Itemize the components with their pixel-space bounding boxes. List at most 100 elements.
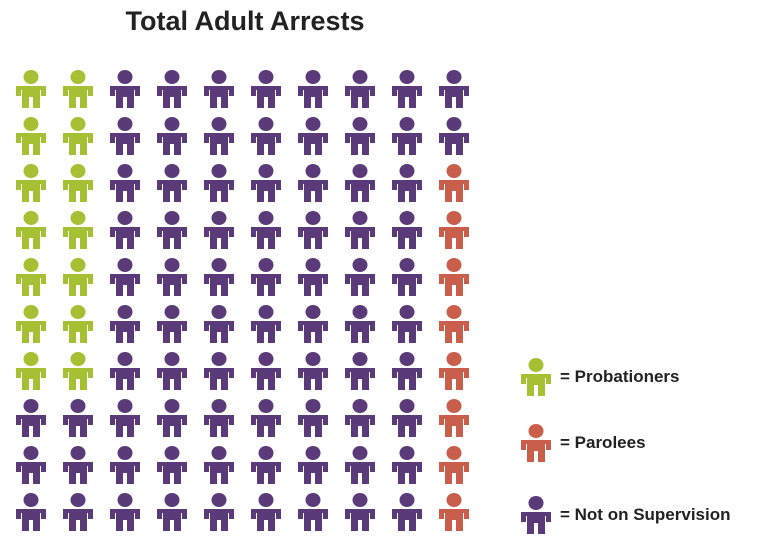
person-icon-not_supervised	[110, 493, 140, 531]
person-icon-probationers	[16, 70, 46, 108]
person-icon-probationers	[16, 305, 46, 343]
person-icon-not_supervised	[251, 70, 281, 108]
person-icon-not_supervised	[251, 258, 281, 296]
legend-label-probationers: = Probationers	[560, 367, 680, 386]
person-icon-not_supervised	[251, 211, 281, 249]
legend-item-parolees: = Parolees	[518, 424, 646, 462]
person-icon-not_supervised	[298, 493, 328, 531]
person-icon-not_supervised	[16, 446, 46, 484]
person-icon-probationers	[16, 352, 46, 390]
person-icon-not_supervised	[204, 399, 234, 437]
pictogram-grid	[16, 70, 469, 531]
person-icon-not_supervised	[392, 117, 422, 155]
person-icon-probationers	[63, 211, 93, 249]
person-icon-not_supervised	[298, 305, 328, 343]
person-icon-not_supervised	[439, 117, 469, 155]
person-icon-not_supervised	[298, 117, 328, 155]
legend-label-not-on-supervision: = Not on Supervision	[560, 505, 731, 524]
person-icon-not_supervised	[345, 352, 375, 390]
person-icon-not_supervised	[157, 70, 187, 108]
person-icon-not_supervised	[204, 352, 234, 390]
person-icon-probationers	[16, 117, 46, 155]
person-icon-not_supervised	[392, 493, 422, 531]
person-icon-not_supervised	[16, 493, 46, 531]
person-icon-not_supervised	[110, 305, 140, 343]
legend-item-probationers: = Probationers	[518, 358, 680, 396]
person-icon-parolees	[439, 258, 469, 296]
person-icon-not_supervised	[110, 164, 140, 202]
person-icon-not_supervised	[63, 446, 93, 484]
person-icon-not_supervised	[204, 164, 234, 202]
person-icon-probationers	[63, 117, 93, 155]
person-icon-not_supervised	[157, 117, 187, 155]
person-icon-not_supervised	[298, 258, 328, 296]
probationer-person-icon	[521, 358, 551, 396]
person-icon-not_supervised	[157, 399, 187, 437]
person-icon-not_supervised	[204, 493, 234, 531]
person-icon-not_supervised	[392, 352, 422, 390]
person-icon-not_supervised	[345, 493, 375, 531]
person-icon-not_supervised	[251, 117, 281, 155]
person-icon-not_supervised	[392, 211, 422, 249]
person-icon-not_supervised	[110, 399, 140, 437]
person-icon-parolees	[439, 352, 469, 390]
person-icon-not_supervised	[251, 352, 281, 390]
person-icon-not_supervised	[392, 305, 422, 343]
person-icon-probationers	[63, 164, 93, 202]
person-icon-not_supervised	[251, 399, 281, 437]
person-icon-not_supervised	[110, 117, 140, 155]
person-icon-probationers	[63, 258, 93, 296]
person-icon-not_supervised	[392, 164, 422, 202]
person-icon-not_supervised	[392, 70, 422, 108]
person-icon-not_supervised	[298, 211, 328, 249]
person-icon-not_supervised	[204, 70, 234, 108]
person-icon-probationers	[16, 211, 46, 249]
person-icon-probationers	[63, 70, 93, 108]
person-icon-not_supervised	[345, 211, 375, 249]
person-icon-probationers	[16, 164, 46, 202]
person-icon-not_supervised	[157, 211, 187, 249]
person-icon-not_supervised	[392, 399, 422, 437]
person-icon-not_supervised	[157, 164, 187, 202]
person-icon-not_supervised	[251, 164, 281, 202]
person-icon-not_supervised	[204, 258, 234, 296]
person-icon-not_supervised	[157, 305, 187, 343]
person-icon-not_supervised	[157, 352, 187, 390]
person-icon-not_supervised	[298, 399, 328, 437]
person-icon-not_supervised	[251, 305, 281, 343]
person-icon-not_supervised	[298, 352, 328, 390]
person-icon-probationers	[63, 352, 93, 390]
person-icon-not_supervised	[298, 446, 328, 484]
legend-label-parolees: = Parolees	[560, 433, 646, 452]
person-icon-not_supervised	[63, 399, 93, 437]
person-icon-not_supervised	[110, 258, 140, 296]
person-icon-not_supervised	[298, 164, 328, 202]
person-icon-not_supervised	[110, 352, 140, 390]
person-icon-not_supervised	[157, 258, 187, 296]
person-icon-not_supervised	[345, 70, 375, 108]
person-icon-not_supervised	[110, 70, 140, 108]
person-icon-not_supervised	[439, 70, 469, 108]
legend-item-not-on-supervision: = Not on Supervision	[518, 496, 731, 534]
person-icon-not_supervised	[63, 493, 93, 531]
person-icon-probationers	[63, 305, 93, 343]
person-icon-not_supervised	[345, 446, 375, 484]
person-icon-not_supervised	[392, 446, 422, 484]
person-icon-not_supervised	[157, 446, 187, 484]
person-icon-not_supervised	[204, 305, 234, 343]
person-icon-not_supervised	[110, 446, 140, 484]
person-icon-not_supervised	[251, 493, 281, 531]
person-icon-parolees	[439, 399, 469, 437]
parolee-person-icon	[521, 424, 551, 462]
person-icon-not_supervised	[345, 258, 375, 296]
not-supervised-person-icon	[521, 496, 551, 534]
person-icon-parolees	[439, 446, 469, 484]
person-icon-not_supervised	[251, 446, 281, 484]
chart-title: Total Adult Arrests	[125, 6, 365, 36]
person-icon-not_supervised	[16, 399, 46, 437]
person-icon-not_supervised	[298, 70, 328, 108]
person-icon-not_supervised	[157, 493, 187, 531]
person-icon-not_supervised	[204, 446, 234, 484]
person-icon-not_supervised	[345, 117, 375, 155]
person-icon-not_supervised	[110, 211, 140, 249]
